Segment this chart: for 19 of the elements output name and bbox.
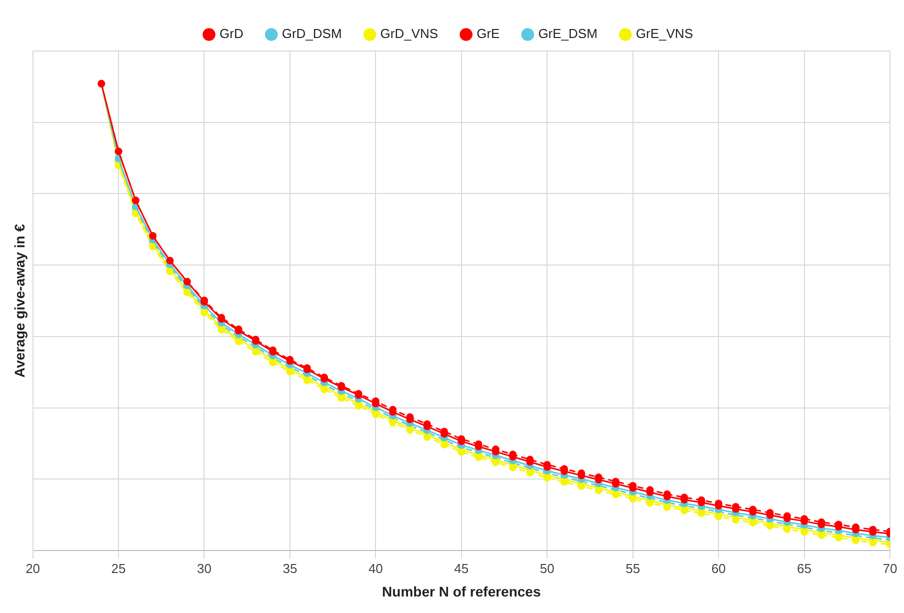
- x-tick-label: 25: [111, 560, 126, 576]
- x-tick-label: 65: [797, 560, 812, 576]
- x-tick-label: 60: [711, 560, 726, 576]
- x-tick-label: 20: [26, 560, 40, 576]
- x-tick-label: 55: [626, 560, 640, 576]
- legend-label: GrD_DSM: [282, 26, 342, 42]
- x-tick-label: 40: [368, 560, 383, 576]
- y-axis-title: Average give-away in €: [11, 224, 28, 378]
- x-tick-label: 30: [197, 560, 212, 576]
- legend-label: GrE_VNS: [636, 26, 694, 42]
- x-tick-label: 70: [882, 560, 898, 576]
- x-axis-title: Number N of references: [382, 583, 541, 600]
- x-tick-label: 50: [540, 560, 554, 576]
- legend-label: GrD: [220, 26, 244, 42]
- x-tick-label: 35: [282, 560, 298, 576]
- legend-label: GrE: [476, 26, 500, 42]
- legend-label: GrE_DSM: [538, 26, 598, 42]
- legend-label: GrD_VNS: [380, 26, 438, 42]
- x-tick-label: 45: [454, 560, 469, 576]
